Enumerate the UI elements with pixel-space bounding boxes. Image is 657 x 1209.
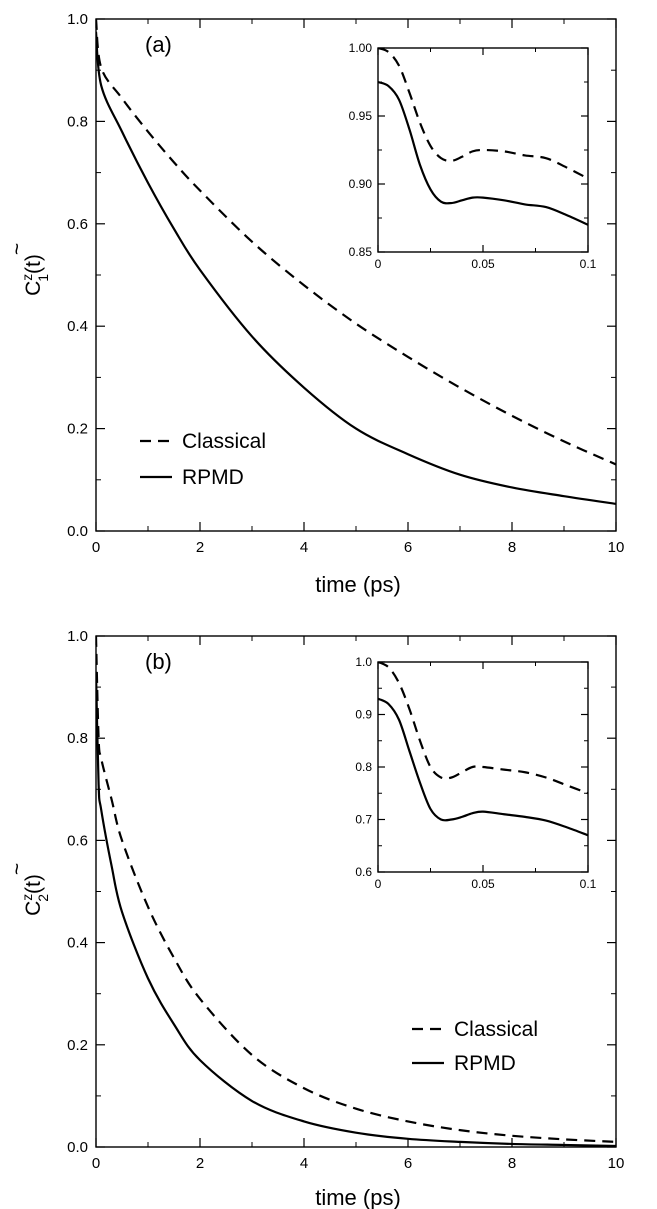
panel-b-inset-series-rpmd [378, 697, 588, 837]
panel-a-series-classical [96, 19, 616, 466]
panel-a-inset: 0 0.05 0.1 0.85 0.90 0.95 1.00 [349, 41, 597, 271]
panel-a-inset-series-classical [378, 48, 588, 180]
panel-b-ylabel-tilde: ~ [6, 863, 29, 875]
panel-a-inset-xtick-label: 0.05 [471, 257, 495, 271]
panel-a-inset-series-rpmd [378, 80, 588, 226]
panel-b-ytick-label: 1.0 [67, 628, 88, 645]
panel-a-xtick-label: 2 [196, 539, 204, 556]
panel-b-inset: 0 0.05 0.1 0.6 0.7 0.8 0.9 1.0 [355, 655, 596, 891]
panel-a-ytick-label: 0.2 [67, 421, 88, 438]
panel-b-inset-xtick-label: 0 [375, 877, 382, 891]
panel-b-inset-ytick-label: 1.0 [355, 655, 372, 669]
panel-a-inset-ytick-label: 0.95 [349, 109, 373, 123]
panel-a-xtick-label: 0 [92, 539, 100, 556]
panel-b-series-classical [96, 636, 616, 1143]
panel-a-ylabel-tail: (t) [22, 254, 45, 274]
panel-b-ylabel-main: C [22, 901, 45, 916]
panel-a-inset-xtick-label: 0 [375, 257, 382, 271]
panel-a-inset-ytick-label: 0.90 [349, 177, 373, 191]
panel-b-ytick-label: 0.4 [67, 935, 88, 952]
panel-b-inset-ytick-label: 0.8 [355, 760, 372, 774]
panel-a-label: (a) [145, 32, 172, 57]
panel-b-xtick-label: 6 [404, 1155, 412, 1172]
panel-a-xlabel: time (ps) [315, 572, 401, 597]
panel-b-series-rpmd [96, 671, 616, 1147]
panel-b-xlabel: time (ps) [315, 1185, 401, 1209]
panel-a-inset-ytick-label: 0.85 [349, 245, 373, 259]
panel-a-ytick-label: 0.4 [67, 318, 88, 335]
panel-b-inset-ytick-label: 0.7 [355, 813, 372, 827]
panel-b-legend-label-rpmd: RPMD [454, 1052, 516, 1075]
panel-a-ytick-label: 0.0 [67, 523, 88, 540]
panel-a-xtick-label: 6 [404, 539, 412, 556]
panel-b-ylabel-tail: (t) [22, 874, 45, 894]
panel-b-inset-ytick-label: 0.6 [355, 865, 372, 879]
panel-a: 0 2 4 6 8 100.00.20.40.60.81.0(a)time (ps)Cz1… [6, 11, 624, 597]
panel-a-ytick-label: 0.6 [67, 216, 88, 233]
panel-b-xtick-label: 8 [508, 1155, 516, 1172]
panel-a-ylabel-sub: 1 [35, 274, 51, 282]
panel-b-xtick-label: 0 [92, 1155, 100, 1172]
panel-a-legend-label-rpmd: RPMD [182, 466, 244, 489]
panel-b-xtick-label: 2 [196, 1155, 204, 1172]
panel-b-inset-xtick-label: 0.05 [471, 877, 495, 891]
panel-a-legend-label-classical: Classical [182, 430, 266, 453]
panel-b-ytick-label: 0.6 [67, 832, 88, 849]
panel-a-ylabel-tilde: ~ [6, 243, 29, 255]
panel-a-ylabel: Cz1(t) [19, 254, 51, 296]
panel-a-xtick-label: 4 [300, 539, 308, 556]
panel-a-xtick-label: 8 [508, 539, 516, 556]
panel-a-inset-xtick-label: 0.1 [580, 257, 597, 271]
panel-b-ytick-label: 0.8 [67, 730, 88, 747]
panel-b-label: (b) [145, 649, 172, 674]
panel-a-ytick-label: 0.8 [67, 113, 88, 130]
panel-a-ylabel-sup: z [19, 274, 35, 281]
panel-b-inset-xtick-label: 0.1 [580, 877, 597, 891]
panel-b-xtick-label: 4 [300, 1155, 308, 1172]
panel-a-inset-ytick-label: 1.00 [349, 41, 373, 55]
panel-a-ylabel-main: C [22, 281, 45, 296]
panel-b-ylabel: Cz2(t) [19, 874, 51, 916]
panel-b-ylabel-sub: 2 [35, 894, 51, 902]
panel-a-ytick-label: 1.0 [67, 11, 88, 28]
panel-b: 0 2 4 6 8 100.00.20.40.60.81.0(b)time (ps)Cz2… [6, 628, 624, 1209]
panel-b-legend-label-classical: Classical [454, 1018, 538, 1041]
panel-b-inset-ytick-label: 0.9 [355, 708, 372, 722]
panel-a-inset-frame [377, 47, 589, 253]
panel-b-ytick-label: 0.2 [67, 1037, 88, 1054]
panel-a-xtick-label: 10 [608, 539, 625, 556]
panel-a-series-rpmd [96, 31, 616, 505]
panel-b-inset-series-classical [378, 662, 588, 795]
panel-b-ylabel-sup: z [19, 894, 35, 901]
panel-b-xtick-label: 10 [608, 1155, 625, 1172]
panel-b-ytick-label: 0.0 [67, 1139, 88, 1156]
